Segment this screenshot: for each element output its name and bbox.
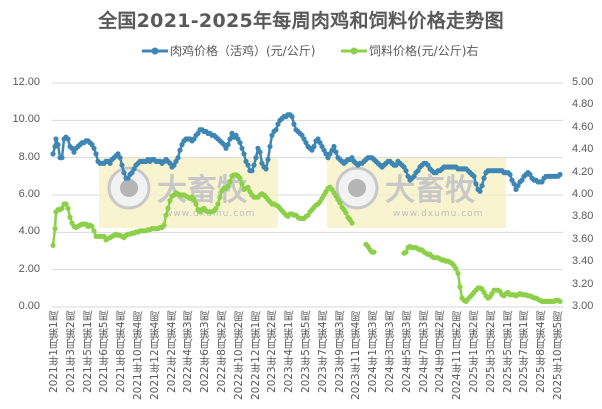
x-axis-tick: 2023年9月第3周 — [333, 311, 346, 394]
legend-label: 肉鸡价格（活鸡）(元/公斤) — [170, 44, 316, 58]
right-axis-tick: 4.00 — [572, 188, 594, 200]
line-marker-icon — [142, 47, 168, 54]
chart-title: 全国2021-2025年每周肉鸡和饲料价格走势图 — [98, 10, 504, 32]
x-axis-tick: 2023年7月第4周 — [316, 311, 329, 394]
x-axis-tick: 2025年1月第2周 — [468, 311, 480, 394]
x-axis-tick: 2023年5月第5周 — [300, 311, 312, 394]
x-axis-tick: 2023年4月第1周 — [283, 311, 296, 394]
x-axis-tick: 2025年5月第1周 — [501, 311, 514, 394]
x-axis-tick: 2025年3月第2周 — [484, 311, 497, 394]
left-axis-tick: 6.00 — [18, 188, 40, 200]
x-axis-tick: 2022年10月第2周 — [232, 311, 245, 400]
left-axis-tick: 0.00 — [18, 300, 40, 312]
legend: 肉鸡价格（活鸡）(元/公斤) 饲料价格(元/公斤)右 — [0, 42, 602, 60]
right-axis-tick: 3.60 — [572, 232, 594, 245]
left-axis-tick: 12.00 — [12, 76, 40, 88]
right-axis-tick: 4.40 — [572, 143, 594, 156]
right-axis-tick: 3.40 — [572, 255, 594, 268]
x-axis-tick: 2022年6月第3周 — [199, 311, 212, 394]
x-axis-tick: 2025年8月第4周 — [535, 311, 548, 394]
right-axis-tick: 3.20 — [572, 277, 594, 290]
x-axis-tick: 2022年4月第3周 — [182, 311, 195, 394]
svg-text:www.dxumu.com: www.dxumu.com — [393, 209, 483, 219]
x-axis-tick: 2024年3月第3周 — [384, 311, 396, 394]
data-series — [50, 112, 563, 304]
x-axis-tick: 2021年6月第5周 — [98, 311, 111, 394]
x-axis-tick: 2021年5月第1周 — [81, 311, 94, 394]
x-axis-tick: 2024年7月第3周 — [417, 311, 430, 394]
right-axis-tick: 4.80 — [572, 98, 594, 111]
x-axis-tick: 2023年11月第4周 — [350, 311, 363, 400]
x-axis-tick: 2024年11月第2周 — [451, 311, 464, 400]
right-axis-tick: 4.60 — [572, 120, 594, 133]
right-axis-tick: 5.00 — [572, 76, 594, 88]
x-axis-tick: 2022年8月第2周 — [216, 311, 228, 394]
legend-item-feed[interactable]: 饲料价格(元/公斤)右 — [341, 42, 478, 59]
svg-text:大畜牧: 大畜牧 — [157, 173, 248, 208]
line-marker-icon — [341, 47, 367, 54]
left-axis-tick: 2.00 — [18, 262, 40, 275]
left-axis-tick: 4.00 — [18, 225, 40, 238]
x-axis-tick: 2021年8月第4周 — [115, 311, 128, 394]
x-axis-tick: 2025年10月第5周 — [552, 311, 564, 400]
x-axis-tick: 2021年10月第4周 — [132, 311, 144, 400]
right-axis-tick: 3.00 — [572, 300, 594, 312]
legend-item-broiler[interactable]: 肉鸡价格（活鸡）(元/公斤) — [142, 42, 315, 59]
x-axis-tick: 2025年7月第1周 — [518, 311, 531, 394]
feed-price-line — [50, 172, 563, 304]
broiler-price-line — [50, 112, 563, 194]
left-axis-tick: 8.00 — [18, 150, 40, 163]
right-axis-tick: 4.20 — [572, 165, 594, 178]
x-axis-tick: 2021年1月第1周 — [48, 311, 60, 394]
left-axis-tick: 10.00 — [12, 113, 40, 126]
x-axis-tick: 2024年1月第3周 — [367, 311, 380, 394]
x-axis-tick: 2021年3月第2周 — [64, 311, 77, 394]
legend-label: 饲料价格(元/公斤)右 — [369, 44, 479, 58]
svg-text:大畜牧: 大畜牧 — [385, 173, 476, 208]
x-axis-tick: 2021年12月第4周 — [148, 311, 161, 400]
x-axis-tick: 2023年2月第2周 — [266, 311, 279, 394]
x-axis-tick: 2022年2月第4周 — [165, 311, 178, 394]
x-axis-tick: 2024年5月第3周 — [400, 311, 413, 394]
right-axis-tick: 3.80 — [572, 210, 594, 223]
x-axis-tick: 2024年9月第2周 — [434, 311, 447, 394]
x-axis-tick: 2022年12月第1周 — [249, 311, 262, 400]
